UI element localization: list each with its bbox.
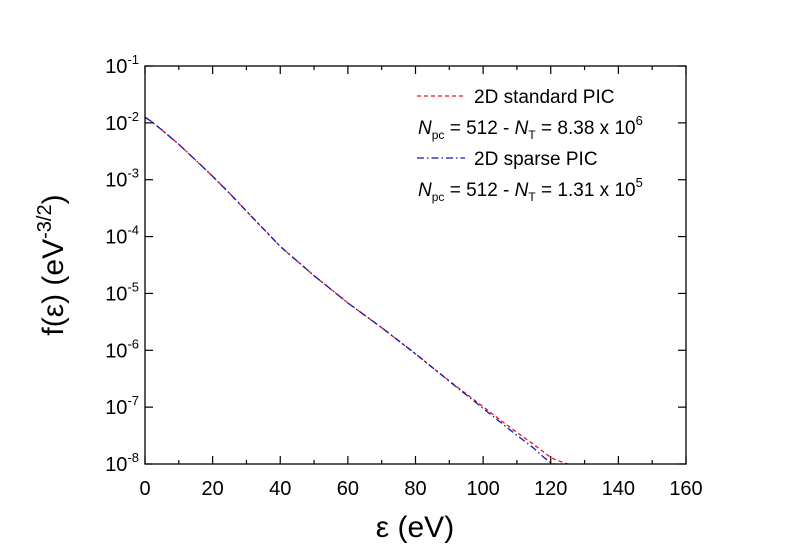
x-tick-label: 20 — [202, 478, 224, 500]
series-lines — [144, 116, 568, 465]
y-tick-label: 10-5 — [105, 279, 139, 305]
y-tick-label: 10-6 — [105, 336, 139, 362]
series-line-sparse — [144, 116, 555, 465]
x-tick-label: 80 — [404, 478, 426, 500]
legend-label-sparse: 2D sparse PIC — [474, 149, 598, 170]
y-tick-labels: 10-1 10-2 10-3 10-4 10-5 10-6 10-7 10-8 — [105, 52, 139, 476]
y-tick-label: 10-1 — [105, 52, 139, 78]
y-axis-title-close: ) — [37, 194, 70, 204]
x-tick-label: 140 — [602, 478, 635, 500]
y-axis-title-exponent: -3/2 — [34, 204, 56, 238]
x-tick-labels: 0 20 40 60 80 100 120 140 160 — [139, 478, 702, 500]
y-axis-title: f(ε) (eV-3/2) — [34, 194, 70, 335]
legend: 2D standard PIC Npc = 512 - NT = 8.38 x … — [417, 87, 643, 204]
x-tick-label: 0 — [139, 478, 150, 500]
legend-annotation-sparse: Npc = 512 - NT = 1.31 x 105 — [418, 175, 643, 204]
x-tick-label: 60 — [337, 478, 359, 500]
legend-annotation-standard: Npc = 512 - NT = 8.38 x 106 — [418, 113, 643, 142]
y-tick-label: 10-4 — [105, 223, 139, 249]
x-tick-label: 100 — [466, 478, 499, 500]
x-tick-label: 120 — [534, 478, 567, 500]
x-tick-label: 160 — [669, 478, 702, 500]
y-tick-label: 10-7 — [105, 393, 139, 419]
y-tick-label: 10-2 — [105, 109, 139, 135]
legend-label-standard: 2D standard PIC — [474, 87, 614, 108]
y-tick-label: 10-3 — [105, 166, 139, 192]
y-tick-label: 10-8 — [105, 450, 139, 476]
x-axis-title: ε (eV) — [376, 511, 454, 544]
x-tick-label: 40 — [269, 478, 291, 500]
axis-ticks — [144, 65, 687, 465]
y-axis-title-main: f(ε) (eV — [37, 239, 70, 336]
